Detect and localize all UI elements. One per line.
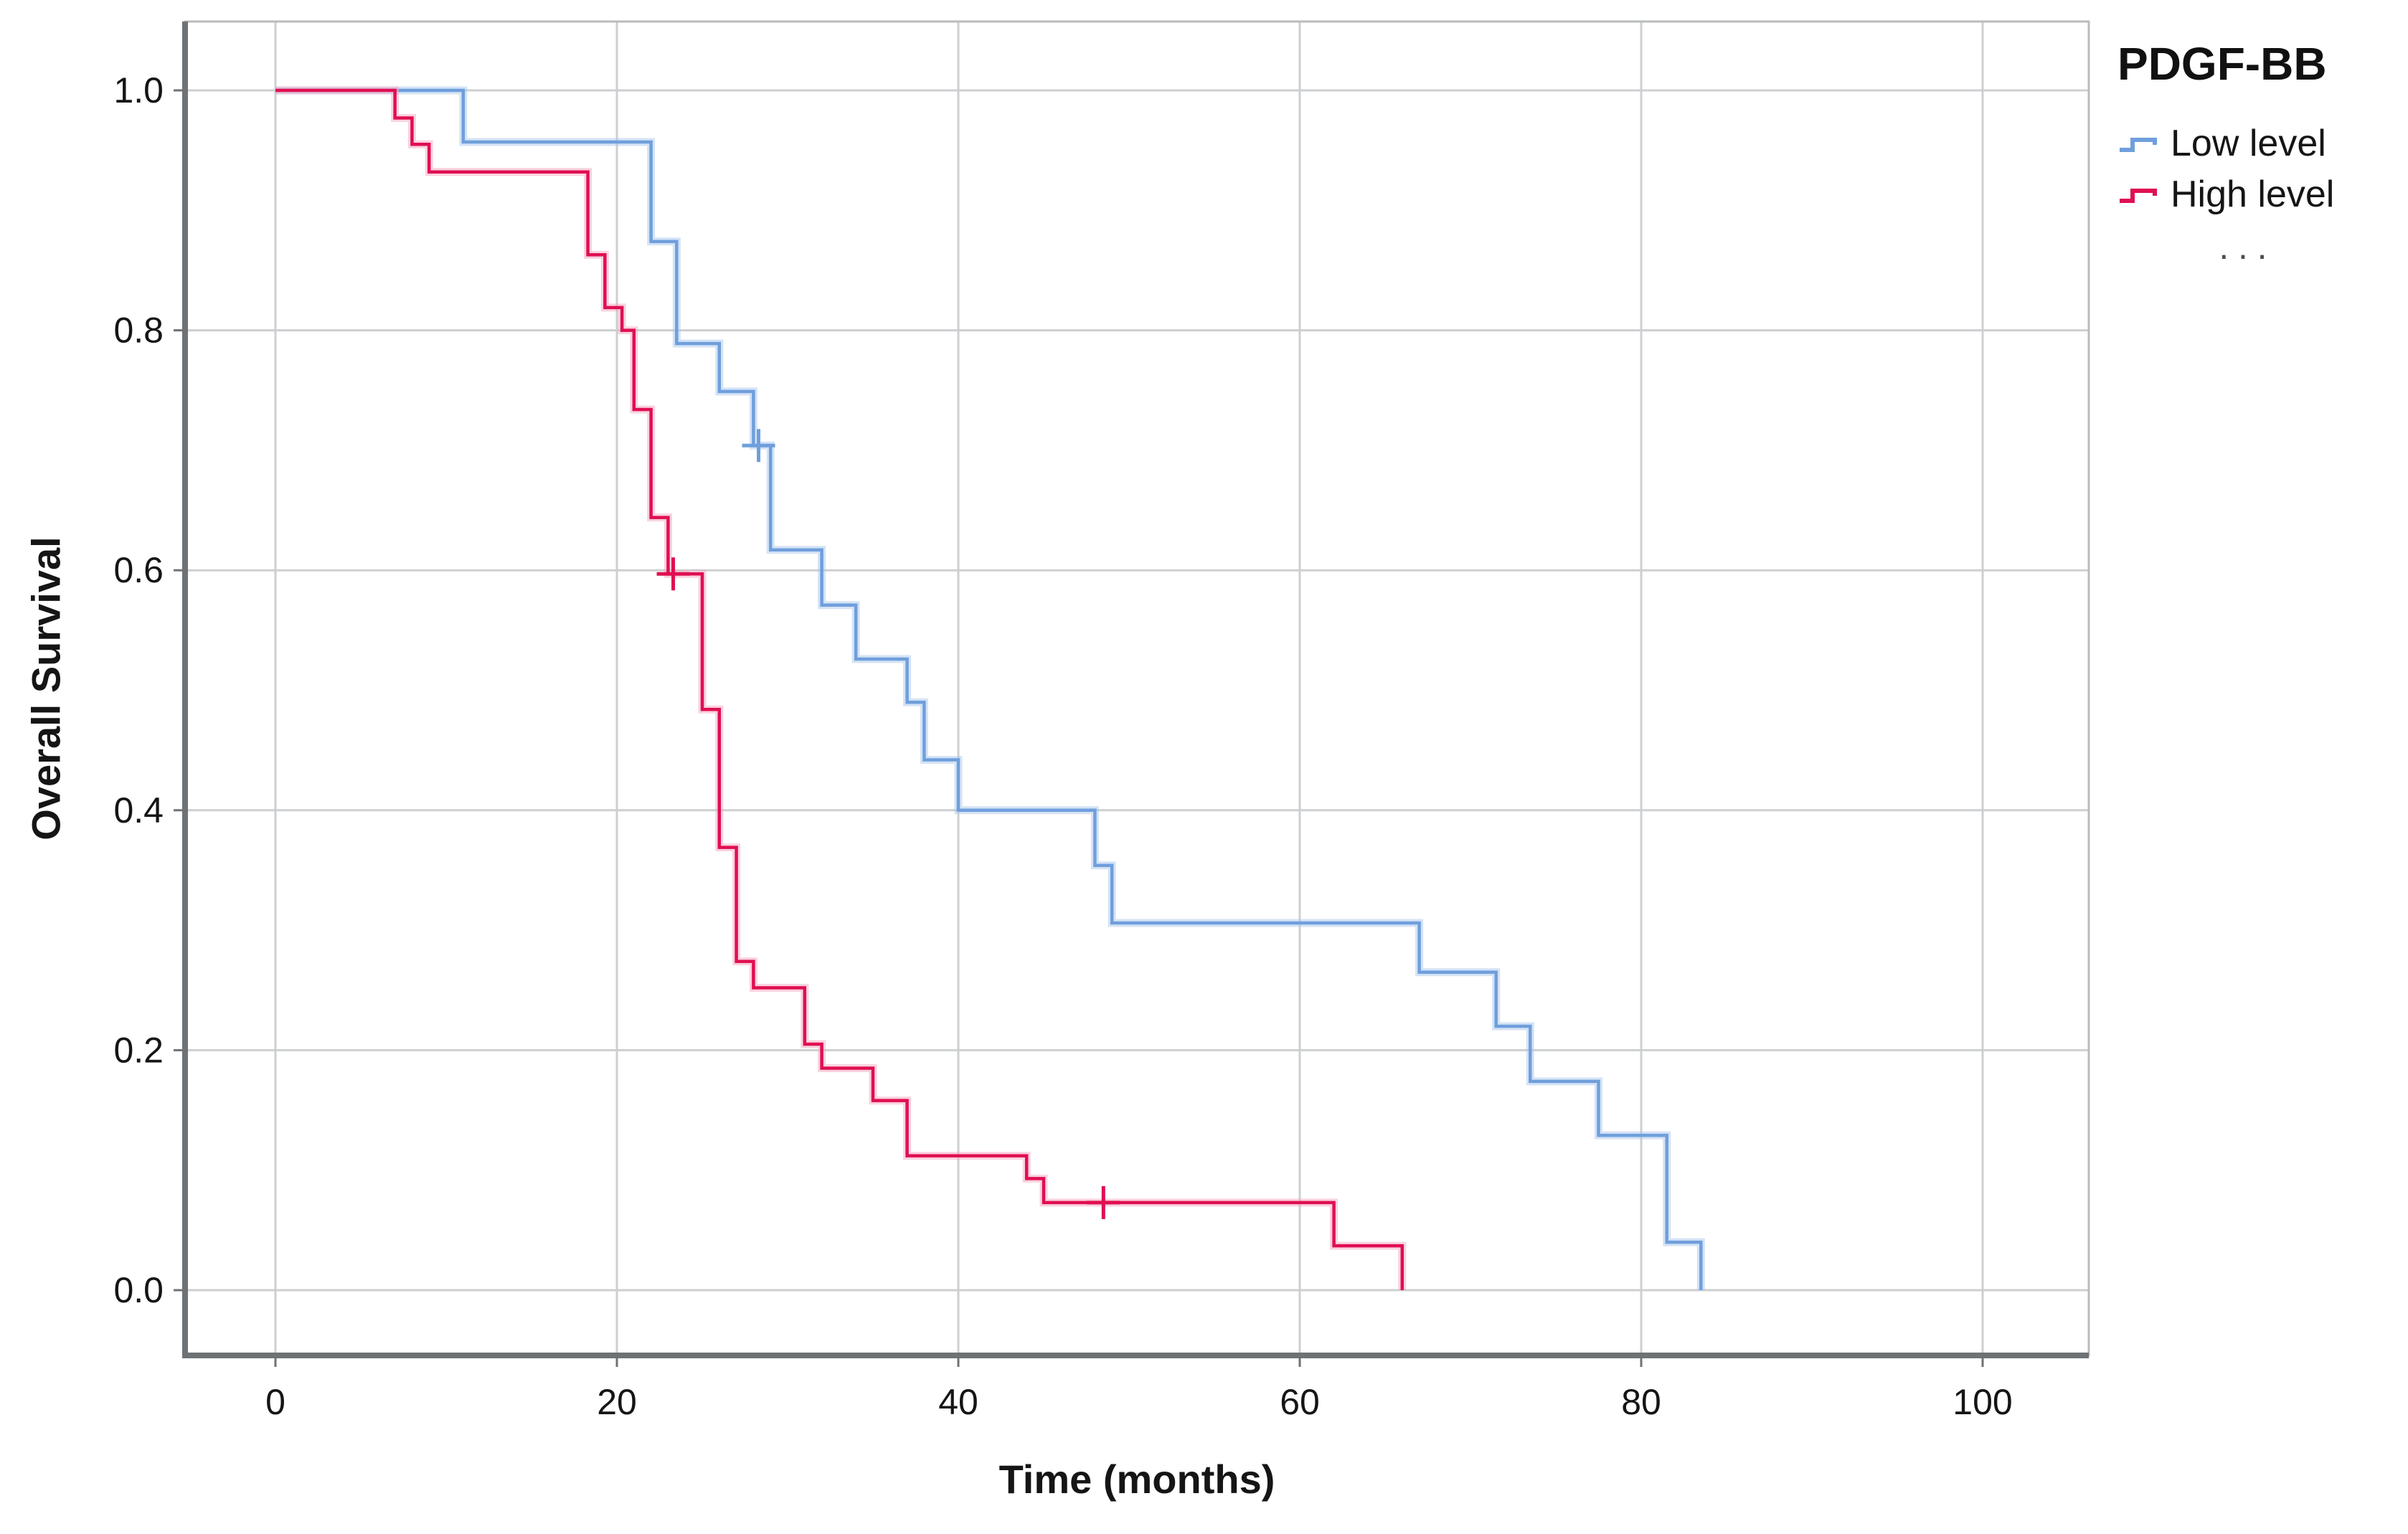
- x-tick-label: 40: [938, 1382, 978, 1422]
- x-tick-label: 100: [1953, 1382, 2012, 1422]
- survival-curve-halo-1: [275, 86, 1407, 1290]
- legend: PDGF-BB Low level High level ···: [2117, 37, 2334, 275]
- survival-curve-low-level: [275, 88, 1703, 1290]
- y-tick-label: 1.0: [113, 70, 164, 110]
- x-tick-label: 20: [597, 1382, 637, 1422]
- legend-step-swatch-low-icon: [2120, 137, 2157, 152]
- legend-title: PDGF-BB: [2117, 38, 2327, 90]
- legend-item-low-level: Low level: [2117, 123, 2334, 164]
- survival-curve-halo-0: [275, 86, 1705, 1290]
- legend-ellipsis-truncated: ···: [2218, 235, 2275, 275]
- y-axis-title: Overall Survival: [23, 536, 69, 841]
- x-tick-label: 60: [1280, 1382, 1320, 1422]
- y-tick-label: 0.8: [113, 311, 164, 351]
- legend-item-high-level: High level: [2117, 174, 2334, 215]
- x-tick-label: 80: [1621, 1382, 1661, 1422]
- legend-label-low-level: Low level: [2171, 123, 2326, 164]
- y-tick-label: 0.0: [113, 1270, 164, 1310]
- x-tick-label: 0: [265, 1382, 285, 1422]
- y-tick-label: 0.2: [113, 1030, 164, 1070]
- legend-step-swatch-high-icon: [2120, 188, 2157, 203]
- x-axis-title: Time (months): [998, 1457, 1275, 1502]
- y-tick-label: 0.6: [113, 550, 164, 590]
- y-tick-label: 0.4: [113, 790, 164, 830]
- plot-frame: [184, 20, 2090, 1357]
- legend-label-high-level: High level: [2171, 174, 2335, 216]
- survival-curve-high-level: [275, 88, 1404, 1290]
